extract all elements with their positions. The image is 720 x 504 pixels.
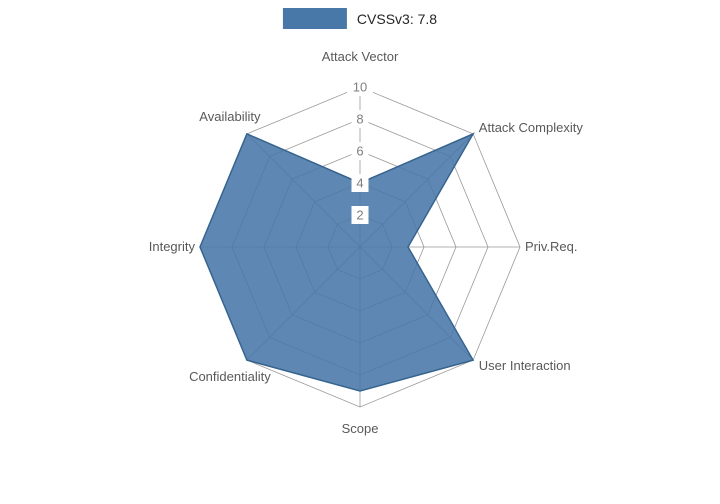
tick-label-box bbox=[351, 206, 369, 224]
tick-label-box bbox=[347, 78, 373, 96]
tick-label-box bbox=[351, 174, 369, 192]
chart-legend: CVSSv3: 7.8 bbox=[282, 8, 438, 29]
axis-label-availability: Availability bbox=[199, 109, 261, 124]
tick-label: 2 bbox=[356, 208, 363, 223]
tick-label-box bbox=[351, 110, 369, 128]
axis-label-integrity: Integrity bbox=[149, 239, 196, 254]
axis-label-priv-req-: Priv.Req. bbox=[525, 239, 578, 254]
legend-swatch bbox=[282, 8, 347, 29]
tick-label-box bbox=[351, 142, 369, 160]
axis-label-scope: Scope bbox=[342, 421, 379, 436]
tick-label: 8 bbox=[356, 112, 363, 127]
tick-label: 6 bbox=[356, 144, 363, 159]
axis-label-attack-complexity: Attack Complexity bbox=[479, 120, 584, 135]
axis-label-user-interaction: User Interaction bbox=[479, 358, 571, 373]
legend-label: CVSSv3: 7.8 bbox=[356, 10, 438, 27]
data-polygon bbox=[199, 132, 475, 392]
tick-label: 10 bbox=[353, 80, 367, 95]
tick-label: 4 bbox=[356, 176, 363, 191]
axis-label-confidentiality: Confidentiality bbox=[189, 369, 271, 384]
axis-label-attack-vector: Attack Vector bbox=[322, 49, 399, 64]
